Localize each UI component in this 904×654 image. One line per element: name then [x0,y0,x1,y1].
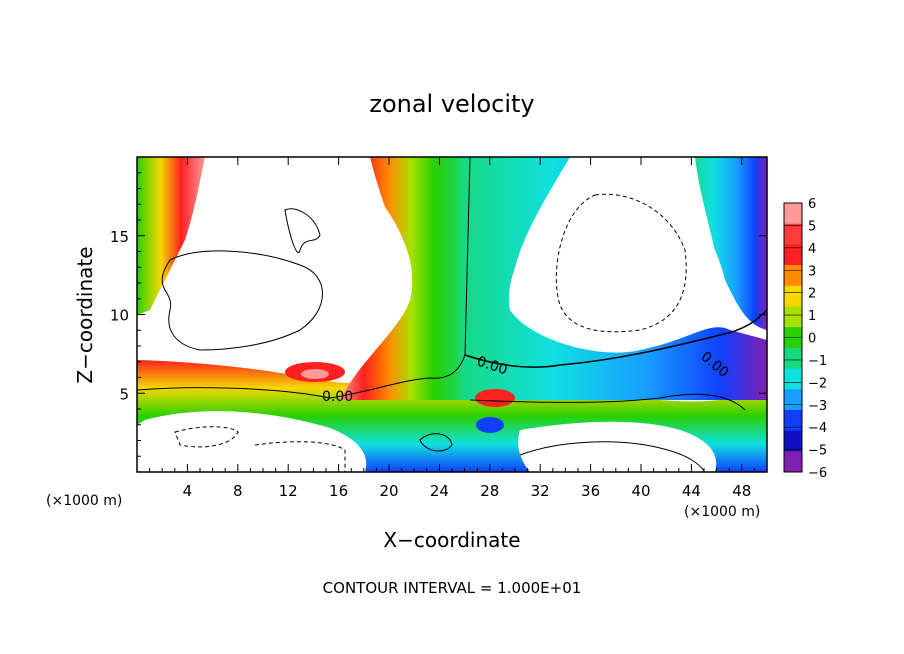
y-tick-label: 15 [110,228,129,246]
colorbar-label: 1 [808,309,816,324]
y-tick-label: 10 [110,307,129,325]
velocity-field [137,157,767,472]
colorbar-swatch [784,265,802,287]
colorbar-label: −6 [808,466,827,481]
colorbar-swatch [784,451,802,473]
x-tick-label: 32 [531,482,550,500]
colorbar-swatch [784,203,802,225]
contour-label: 0.00 [322,389,353,405]
x-tick-label: 28 [480,482,499,500]
colorbar-label: 0 [808,332,816,347]
x-axis: 4 8 12 16 20 24 28 32 36 40 44 48 [149,157,755,500]
x-tick-label: 8 [233,482,243,500]
colorbar-label: 5 [808,219,816,234]
y-axis: 5 10 15 [110,172,767,457]
colorbar-label: 3 [808,264,816,279]
colorbar-label: 4 [808,242,816,257]
x-unit-right: (×1000 m) [684,504,760,520]
contour-lines [137,157,767,472]
x-tick-label: 36 [581,482,600,500]
y-tick-label: 5 [119,385,129,403]
colorbar-label: −2 [808,376,827,391]
x-tick-label: 40 [631,482,650,500]
colorbar-label: −1 [808,354,827,369]
x-axis-label: X−coordinate [383,528,520,552]
colorbar-swatch [784,368,802,390]
x-unit-left: (×1000 m) [46,493,122,509]
colorbar-swatch [784,430,802,452]
y-axis-label: Z−coordinate [73,246,97,383]
colorbar-label: −3 [808,399,827,414]
contour-interval-note: CONTOUR INTERVAL = 1.000E+01 [323,579,582,597]
x-tick-label: 48 [732,482,751,500]
x-tick-label: 44 [682,482,701,500]
x-tick-label: 20 [379,482,398,500]
colorbar-swatch [784,389,802,411]
colorbar-label: −4 [808,421,827,436]
x-tick-label: 24 [430,482,449,500]
colorbar-swatch [784,223,802,245]
colorbar-swatch [784,244,802,266]
colorbar-label: −5 [808,444,827,459]
chart-title: zonal velocity [369,90,534,118]
colorbar-label: 2 [808,287,816,302]
colorbar-label: 6 [808,197,816,212]
colorbar-swatch [784,409,802,432]
colorbar: 6 5 4 3 2 1 0 −1 −2 −3 −4 −5 −6 [783,197,827,481]
x-tick-label: 4 [183,482,193,500]
colorbar-swatch [784,306,802,328]
x-tick-label: 12 [279,482,298,500]
colorbar-swatch [784,285,802,307]
colorbar-swatch [784,347,802,370]
x-tick-label: 16 [329,482,348,500]
